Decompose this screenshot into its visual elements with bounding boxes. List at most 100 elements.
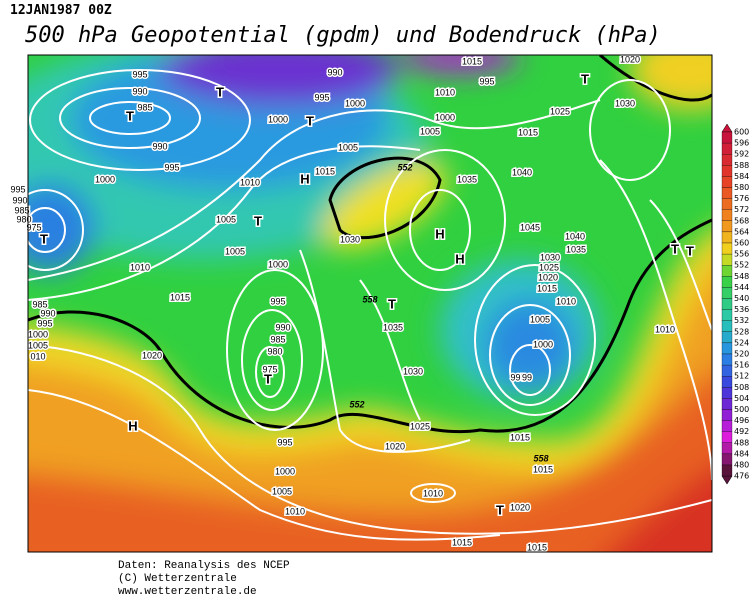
colorbar-label: 520 xyxy=(734,350,749,359)
contour-label: 990 xyxy=(152,141,167,151)
colorbar-label: 544 xyxy=(734,283,749,292)
contour-label: 1000 xyxy=(533,339,553,349)
pressure-center: T xyxy=(126,108,134,123)
contour-label: 1020 xyxy=(510,502,530,512)
contour-label: 990 xyxy=(275,322,290,332)
colorbar-swatch xyxy=(721,364,733,377)
contour-label: 1035 xyxy=(457,174,477,184)
contour-label: 1010 xyxy=(130,262,150,272)
colorbar-swatch xyxy=(721,131,733,144)
contour-label: 1015 xyxy=(510,432,530,442)
pressure-center: T xyxy=(388,296,396,311)
contour-label: 1000 xyxy=(28,329,48,339)
pressure-center: T xyxy=(216,84,224,99)
colorbar-swatch xyxy=(721,165,733,177)
contour-label: 990 xyxy=(132,86,147,96)
contour-label: 985 xyxy=(137,102,152,112)
pressure-center: T xyxy=(671,241,679,256)
contour-label: 1015 xyxy=(527,542,547,552)
colorbar-swatch xyxy=(721,253,733,266)
colorbar-swatch xyxy=(721,342,733,355)
contour-label: 1030 xyxy=(615,98,635,108)
colorbar-label: 576 xyxy=(734,194,749,203)
contour-label: 985 xyxy=(14,205,29,215)
contour-label: 995 xyxy=(37,318,52,328)
colorbar-swatch xyxy=(721,154,733,166)
contour-label: 1005 xyxy=(338,142,358,152)
contour-label: 1010 xyxy=(423,488,443,498)
contour-label: 995 xyxy=(270,296,285,306)
colorbar-swatch xyxy=(721,176,733,188)
colorbar-label: 560 xyxy=(734,239,749,248)
colorbar-label: 500 xyxy=(734,405,749,414)
colorbar-label: 516 xyxy=(734,361,749,370)
pressure-center: T xyxy=(40,231,48,246)
colorbar-swatch xyxy=(721,409,733,421)
colorbar-label: 492 xyxy=(734,427,749,436)
colorbar-label: 524 xyxy=(734,338,749,347)
contour-label: 1015 xyxy=(462,56,482,66)
colorbar-label: 568 xyxy=(734,216,749,225)
colorbar-swatch xyxy=(721,276,733,288)
contour-label: 985 xyxy=(32,299,47,309)
contour-label: 1015 xyxy=(315,166,335,176)
footer-line: Daten: Reanalysis des NCEP xyxy=(118,560,290,572)
colorbar-label: 596 xyxy=(734,139,749,148)
contour-label: 990 xyxy=(40,308,55,318)
colorbar-label: 588 xyxy=(734,161,749,170)
contour-label: 1045 xyxy=(520,222,540,232)
contour-label: 1005 xyxy=(272,486,292,496)
contour-label: 1040 xyxy=(565,231,585,241)
contour-label: 1025 xyxy=(410,421,430,431)
colorbar-swatch xyxy=(721,398,733,410)
contour-label: 1005 xyxy=(420,126,440,136)
pressure-center: T xyxy=(581,71,589,86)
colorbar-swatch xyxy=(721,353,733,366)
contour-label: 552 xyxy=(397,162,412,172)
colorbar: 600 596 592 588 584 580 576 572 568 564 560 556 552 5… xyxy=(721,123,749,485)
colorbar-swatch xyxy=(721,376,733,388)
contour-label: 1025 xyxy=(539,262,559,272)
colorbar-arrow xyxy=(721,475,733,485)
footer-line: (C) Wetterzentrale xyxy=(118,573,237,585)
contour-label: 995 xyxy=(10,184,25,194)
colorbar-label: 528 xyxy=(734,327,749,336)
contour-label: 1030 xyxy=(340,234,360,244)
contour-label: 1020 xyxy=(538,272,558,282)
colorbar-swatch xyxy=(721,209,733,221)
colorbar-label: 580 xyxy=(734,183,749,192)
map-title: 500 hPa Geopotential (gpdm) und Bodendru… xyxy=(25,23,661,48)
contour-label: 990 xyxy=(327,67,342,77)
colorbar-swatch xyxy=(721,298,733,310)
contour-label: 1015 xyxy=(537,283,557,293)
colorbar-swatch xyxy=(721,420,733,432)
contour-label: 558 xyxy=(362,294,377,304)
pressure-center: T xyxy=(496,502,504,517)
contour-label: 995 xyxy=(510,372,525,382)
contour-label: 1000 xyxy=(345,98,365,108)
contour-label: 1015 xyxy=(170,292,190,302)
contour-label: 995 xyxy=(277,437,292,447)
colorbar-swatch xyxy=(721,464,733,477)
contour-label: 975 xyxy=(262,364,277,374)
contour-label: 1020 xyxy=(142,350,162,360)
colorbar-label: 532 xyxy=(734,316,749,325)
colorbar-swatch xyxy=(721,320,733,332)
colorbar-label: 600 xyxy=(734,128,749,137)
colorbar-swatch xyxy=(721,387,733,399)
colorbar-label: 584 xyxy=(734,172,749,181)
contour-label: 995 xyxy=(132,69,147,79)
contour-label: 1010 xyxy=(655,324,675,334)
colorbar-label: 556 xyxy=(734,250,749,259)
colorbar-swatch xyxy=(721,331,733,344)
contour-label: 1015 xyxy=(533,464,553,474)
contour-label: 1005 xyxy=(216,214,236,224)
colorbar-label: 548 xyxy=(734,272,749,281)
contour-label: 1015 xyxy=(518,127,538,137)
contour-label: 1000 xyxy=(435,112,455,122)
pressure-center: H xyxy=(128,418,137,433)
pressure-center: T xyxy=(264,371,272,386)
contour-label: 1030 xyxy=(540,252,560,262)
colorbar-swatch xyxy=(721,142,733,155)
colorbar-label: 536 xyxy=(734,305,749,314)
